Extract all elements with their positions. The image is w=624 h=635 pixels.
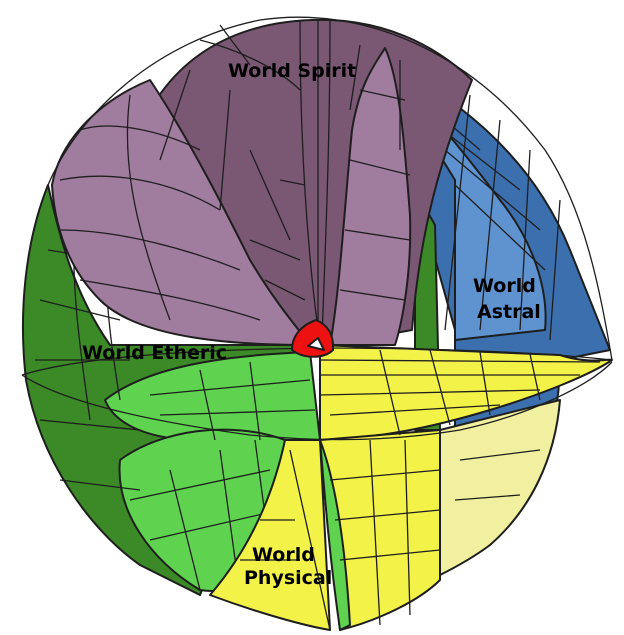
spirit-region xyxy=(51,18,473,346)
physical-grid xyxy=(240,349,601,631)
physical-right-quarter xyxy=(319,429,441,631)
sphere-outline xyxy=(47,16,613,361)
labels: World Spirit World Astral World Etheric … xyxy=(82,60,541,589)
center-white-pointer xyxy=(307,337,325,351)
spirit-grid xyxy=(59,19,411,341)
physical-lower-front xyxy=(209,439,331,631)
label-world-spirit: World Spirit xyxy=(228,60,356,82)
spirit-light-right xyxy=(329,47,412,346)
vertical-axis xyxy=(317,20,331,631)
label-world-physical-line2: Physical xyxy=(244,567,332,589)
spirit-light-left xyxy=(51,79,311,346)
label-world-astral-line2: Astral xyxy=(477,301,541,323)
physical-region xyxy=(209,344,613,631)
label-world-physical-line1: World xyxy=(252,544,315,566)
physical-center-wedge xyxy=(319,439,351,631)
physical-lower-right xyxy=(439,399,561,576)
label-world-etheric: World Etheric xyxy=(82,342,227,364)
center-point xyxy=(291,319,335,358)
label-world-astral-line1: World xyxy=(473,275,536,297)
equator-front-edge xyxy=(21,361,613,441)
